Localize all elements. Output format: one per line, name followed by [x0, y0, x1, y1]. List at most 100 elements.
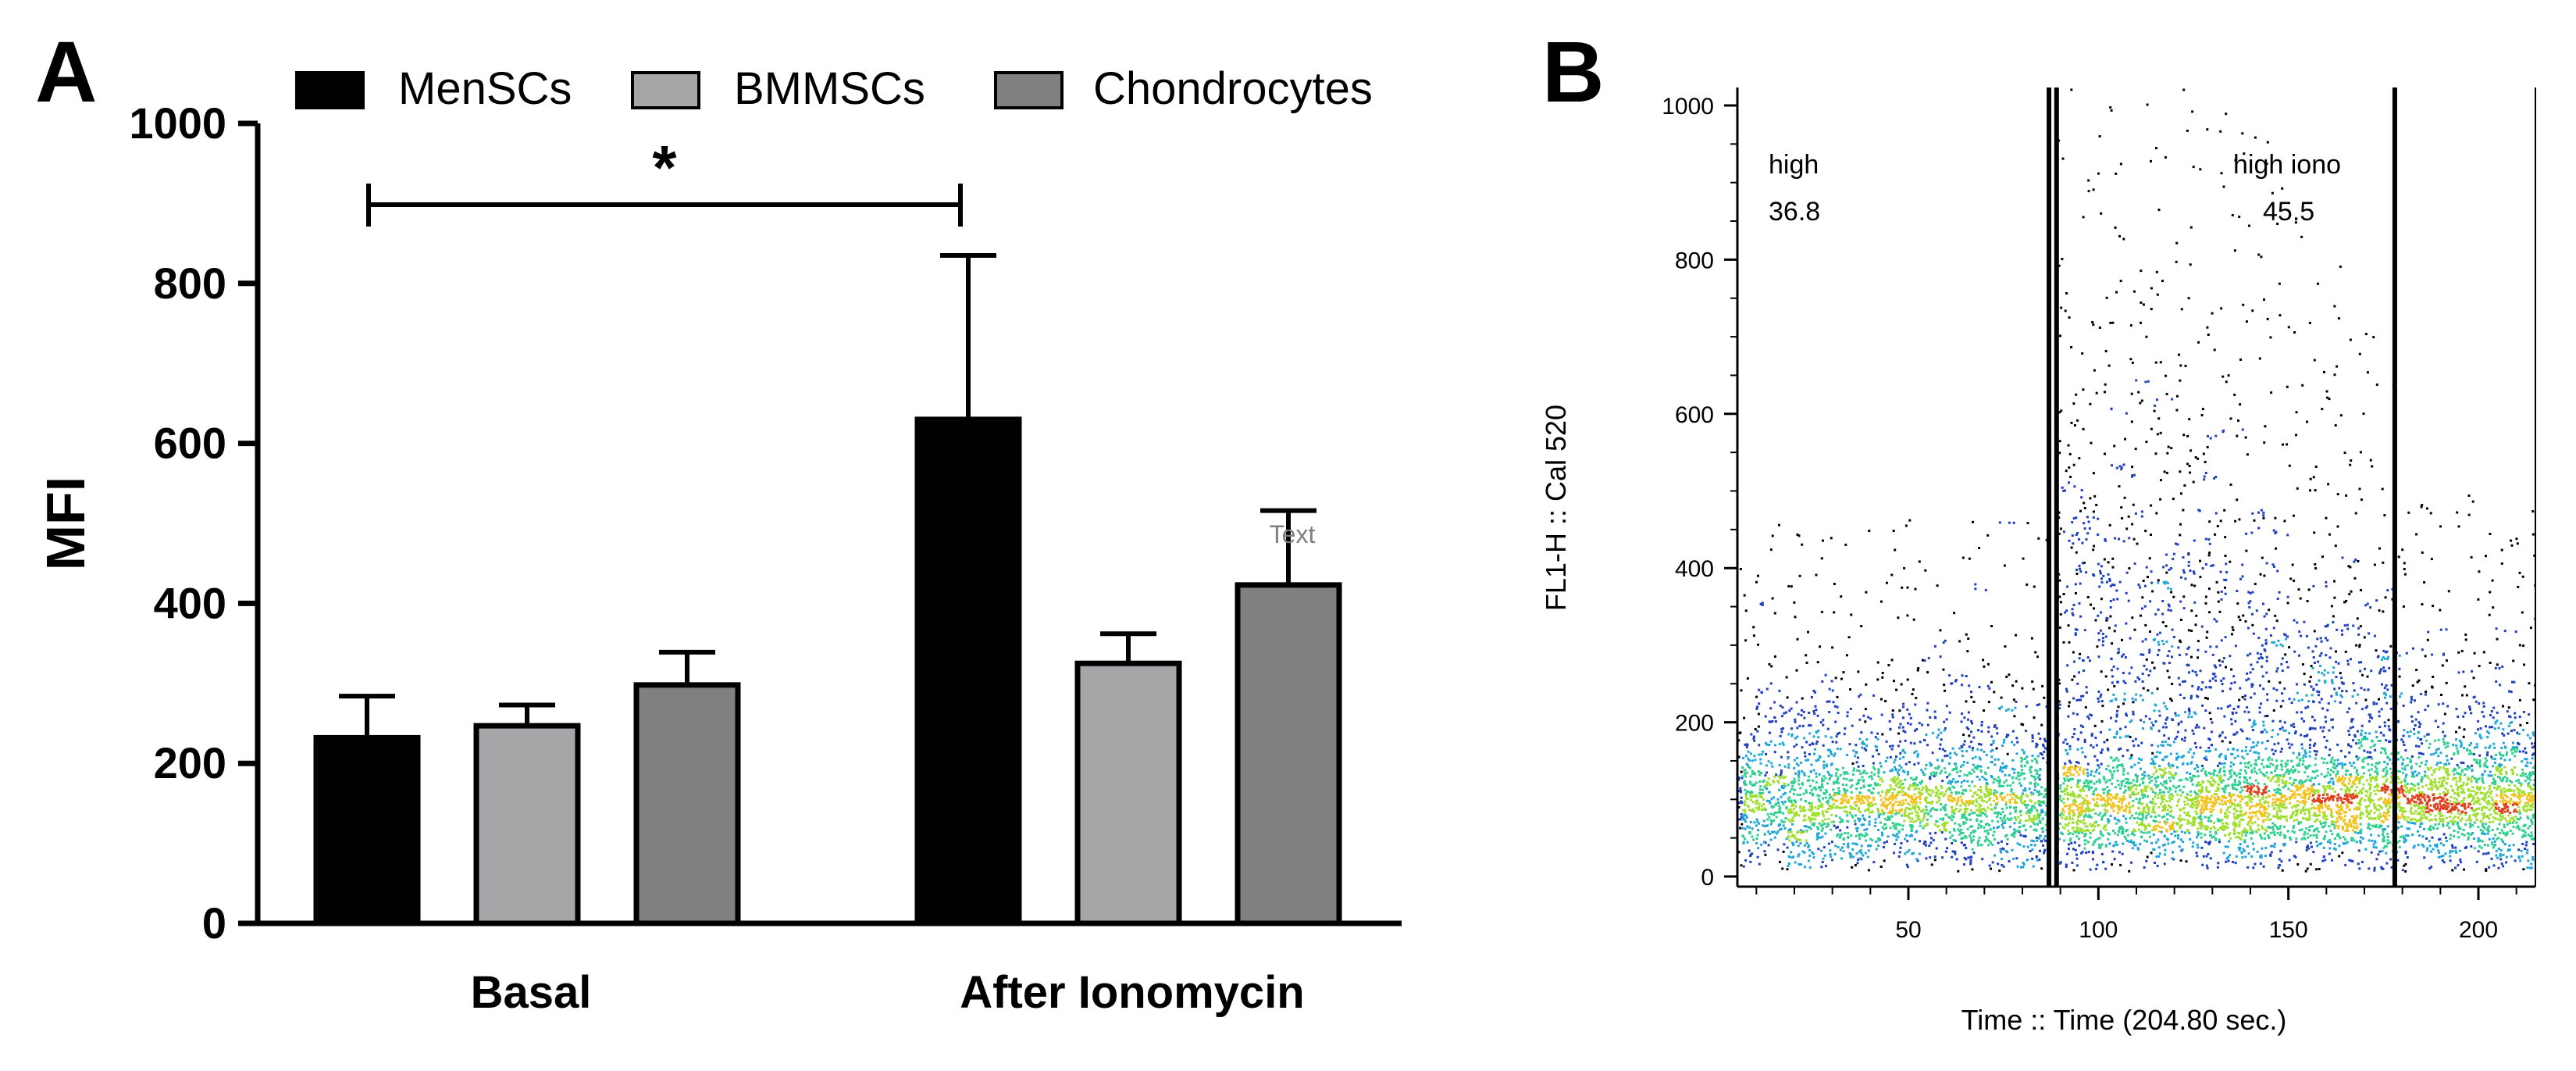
event-point	[2532, 837, 2535, 841]
event-point	[2382, 768, 2385, 771]
event-point	[2154, 720, 2157, 723]
event-point	[1933, 809, 1936, 811]
event-point	[2368, 769, 2371, 772]
event-point	[2246, 654, 2249, 657]
event-point	[1830, 736, 1833, 739]
event-point	[2435, 748, 2438, 751]
event-point	[2449, 849, 2452, 852]
event-point	[2319, 637, 2322, 640]
event-point	[2423, 856, 2426, 859]
event-point	[2381, 658, 2383, 661]
event-point	[2004, 709, 2008, 712]
event-point	[2442, 741, 2446, 744]
event-point	[1812, 779, 1815, 782]
event-point	[2531, 821, 2534, 824]
event-point	[1740, 864, 1743, 867]
event-point	[2344, 755, 2347, 759]
event-point	[2089, 836, 2092, 839]
event-point	[2372, 744, 2375, 748]
event-point	[2421, 822, 2424, 825]
event-point	[1925, 809, 1928, 812]
event-point	[2467, 832, 2469, 835]
event-point	[2191, 755, 2194, 759]
event-point	[2272, 752, 2275, 755]
event-point	[2152, 760, 2155, 763]
event-point	[2509, 822, 2512, 825]
event-point	[2488, 866, 2491, 869]
event-point	[1812, 752, 1815, 755]
event-point	[2290, 724, 2293, 727]
event-point	[2072, 517, 2075, 520]
event-point	[1809, 724, 1812, 727]
event-point	[2518, 750, 2521, 753]
event-point	[2375, 767, 2378, 770]
event-point	[2485, 753, 2489, 756]
event-point	[1961, 832, 1965, 834]
event-point	[2475, 778, 2478, 781]
event-point	[1877, 844, 1880, 848]
event-point	[2093, 369, 2096, 372]
event-point	[2036, 743, 2039, 746]
event-point	[2511, 752, 2514, 755]
event-point	[2019, 866, 2022, 869]
event-point	[2239, 403, 2242, 406]
event-point	[2287, 742, 2290, 745]
event-point	[2162, 726, 2165, 729]
event-point	[2072, 848, 2075, 851]
event-point	[1880, 831, 1883, 834]
event-point	[2346, 662, 2350, 666]
event-point	[2469, 751, 2472, 755]
event-point	[2331, 679, 2334, 682]
event-point	[2365, 756, 2368, 759]
event-point	[2095, 787, 2097, 791]
event-point	[2102, 861, 2105, 864]
event-point	[1933, 710, 1936, 713]
event-point	[2045, 829, 2048, 832]
event-point	[2090, 603, 2092, 606]
event-point	[2314, 753, 2318, 756]
event-point	[2068, 481, 2070, 484]
event-point	[2406, 827, 2409, 830]
event-point	[2222, 851, 2225, 855]
event-point	[1744, 820, 1747, 823]
event-point	[1835, 772, 1838, 775]
event-point	[2016, 774, 2019, 777]
event-point	[2389, 707, 2393, 710]
event-point	[2218, 769, 2221, 773]
event-point	[2040, 867, 2043, 870]
event-point	[2039, 752, 2042, 755]
event-point	[2097, 614, 2100, 617]
event-point	[1782, 743, 1785, 746]
event-point	[2217, 862, 2220, 865]
event-point	[2531, 510, 2535, 513]
event-point	[2237, 772, 2240, 775]
event-point	[1844, 792, 1847, 795]
event-point	[2140, 741, 2143, 744]
event-point	[2204, 472, 2207, 474]
event-point	[2172, 719, 2174, 722]
event-point	[1972, 763, 1975, 766]
event-point	[2228, 78, 2230, 80]
bar-bmmscs-ionomycin	[1074, 660, 1182, 926]
event-point	[1901, 586, 1904, 589]
event-point	[2064, 611, 2067, 614]
event-point	[1879, 765, 1883, 768]
event-point	[2194, 712, 2197, 716]
event-point	[1939, 808, 1942, 811]
event-point	[2200, 832, 2203, 835]
event-point	[1990, 750, 1993, 753]
event-point	[2086, 532, 2090, 535]
event-point	[1836, 791, 1839, 794]
event-point	[1947, 816, 1951, 819]
event-point	[1802, 710, 1805, 713]
event-point	[1800, 863, 1802, 866]
event-point	[2470, 833, 2473, 836]
event-point	[1879, 698, 1883, 701]
event-point	[2074, 830, 2077, 834]
event-point	[2375, 770, 2378, 773]
event-point	[2521, 760, 2524, 763]
event-point	[1902, 716, 1904, 719]
event-point	[2224, 755, 2227, 758]
event-point	[2361, 837, 2364, 840]
event-point	[1842, 771, 1845, 774]
